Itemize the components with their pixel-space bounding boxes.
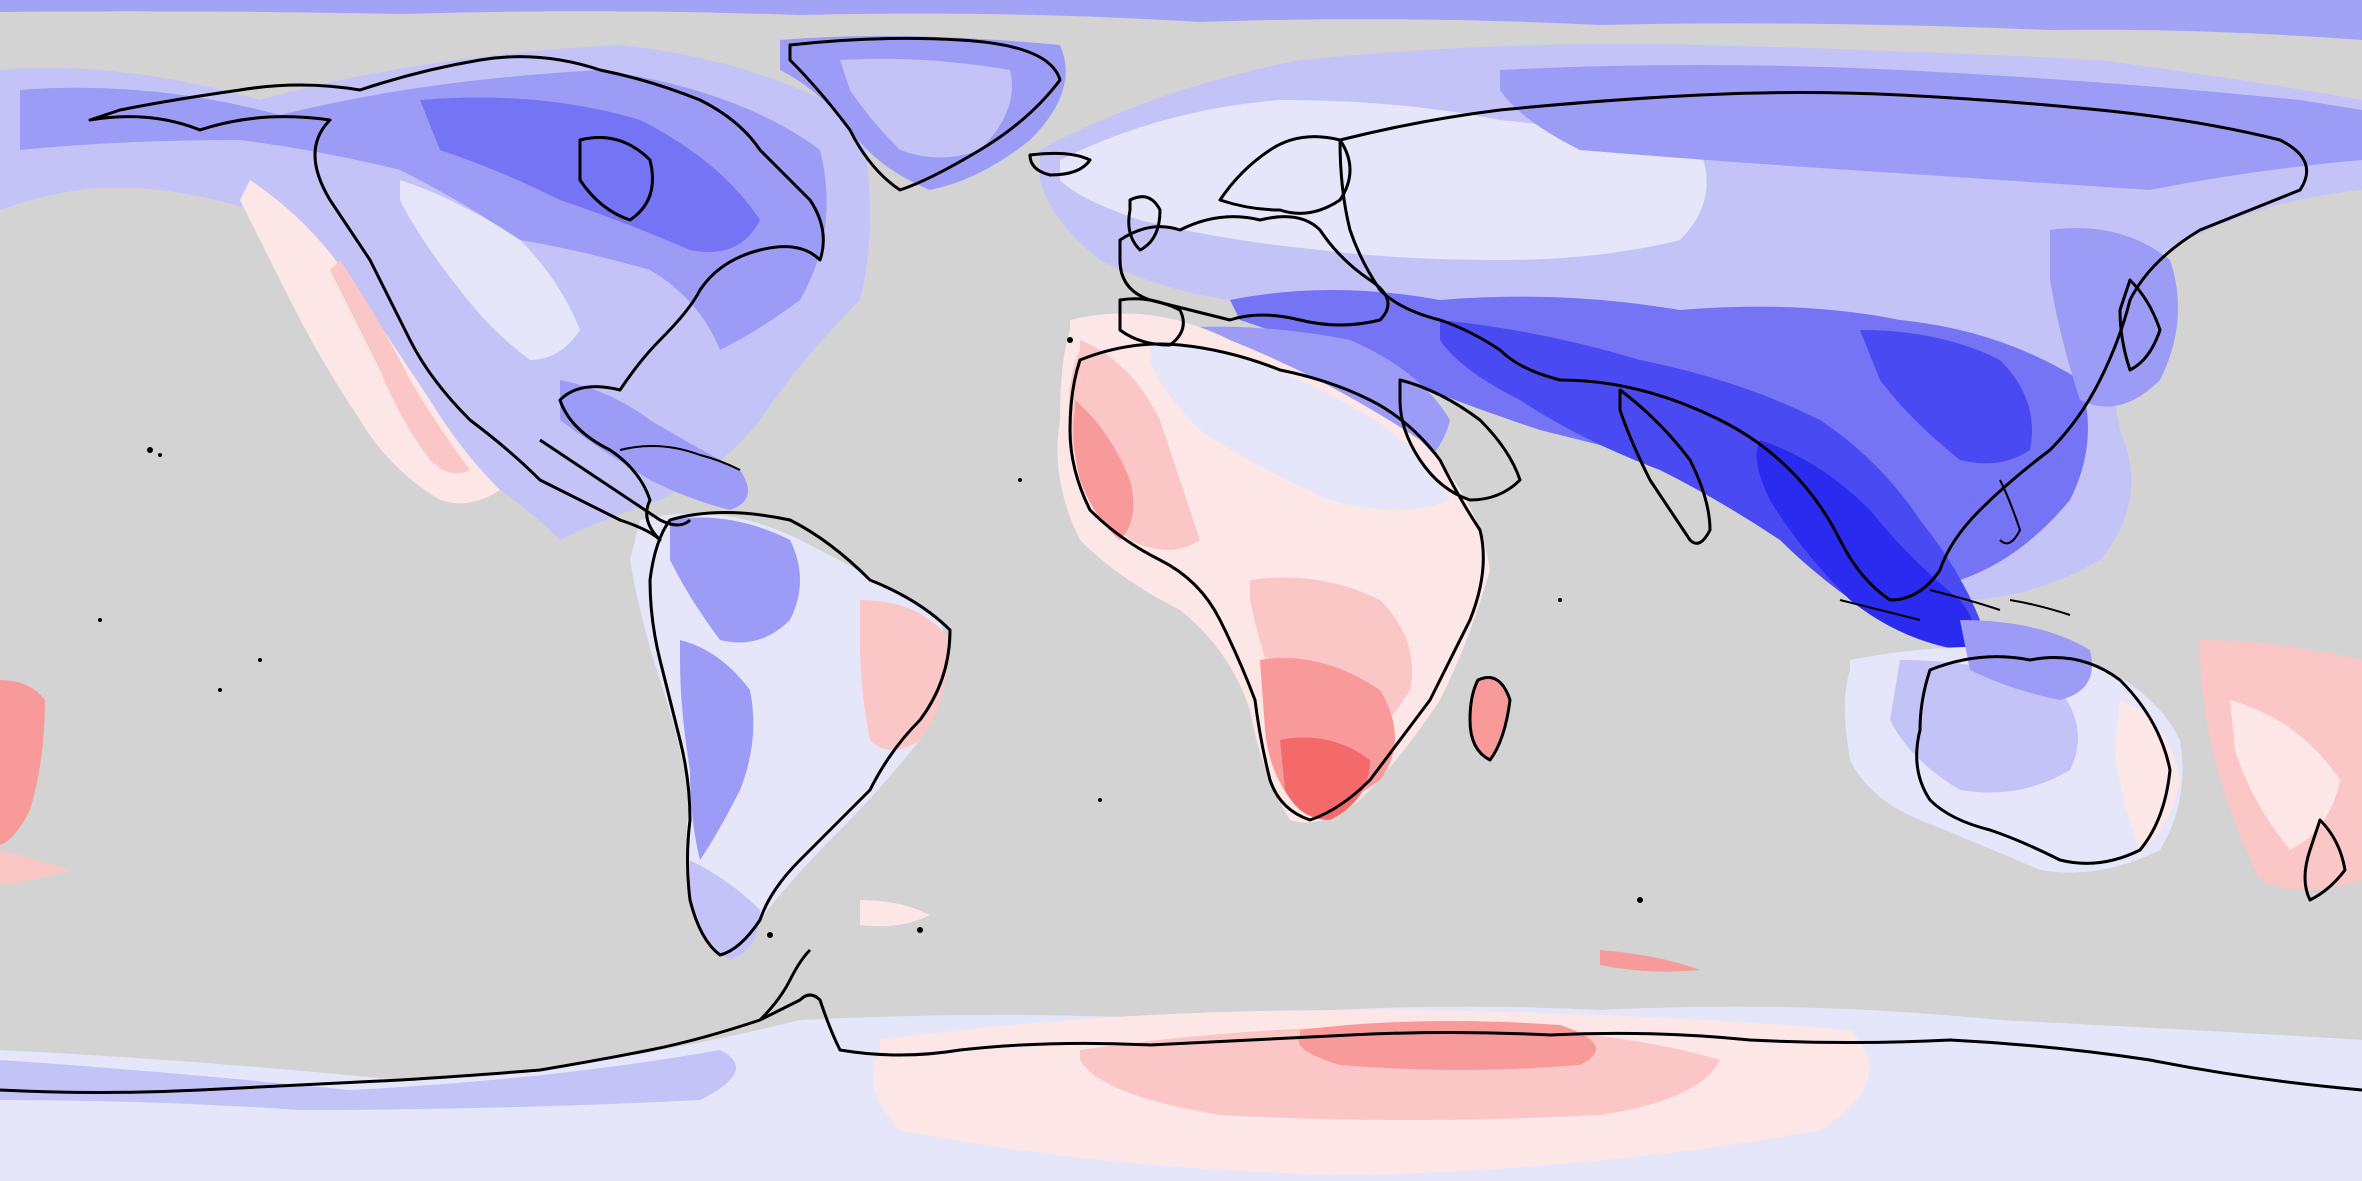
coastline-iberia [1118, 297, 1185, 347]
coastline-japan [2118, 278, 2162, 372]
island-indian-2 [1558, 598, 1562, 602]
region-china-deep [1860, 330, 2032, 464]
region-brazil-warm [860, 600, 950, 750]
coastline-south-america [648, 511, 952, 957]
coastline-new-zealand [2303, 818, 2347, 902]
island-south-georgia [917, 927, 923, 933]
region-amazon-cool [670, 517, 800, 643]
region-canada-core [420, 97, 760, 252]
region-antarctica-east-hot [1298, 1021, 1596, 1070]
coastline-cuba [619, 445, 741, 471]
island-pacific-1 [218, 688, 222, 692]
coastline-europe [1118, 215, 1390, 327]
region-arctic-band [0, 0, 2362, 40]
coastline-central-america [539, 438, 692, 527]
coastline-scandinavia [1218, 135, 1352, 215]
coastline-greenland [788, 36, 1062, 192]
coastline-india [1618, 388, 1712, 545]
coastlines [0, 36, 2362, 1094]
region-east-asia-cool [2050, 228, 2178, 407]
coastline-british-isles [1127, 195, 1162, 252]
region-greenland-inner [840, 58, 1012, 158]
island-indian-1 [1637, 897, 1643, 903]
region-sahel-cool [1150, 340, 1450, 510]
region-west-africa-hot [1073, 400, 1134, 540]
region-pacific-east-warm-inner [2230, 700, 2340, 850]
islands [98, 337, 1643, 938]
coastline-madagascar [1468, 676, 1512, 762]
region-patagonia-cool [690, 860, 760, 960]
region-andes-cool [680, 640, 754, 860]
coastline-africa [1068, 342, 1485, 822]
island-falklands [767, 932, 773, 938]
island-pacific-2 [258, 658, 262, 662]
coastline-north-america [88, 55, 825, 542]
island-pacific-3 [98, 618, 102, 622]
island-atlantic-2 [1018, 478, 1022, 482]
coastline-antarctica [0, 993, 2362, 1094]
island-hawaii [147, 447, 153, 453]
region-siberia-cool [1500, 65, 2362, 190]
island-atlantic-1 [1067, 337, 1073, 343]
coastline-philippines [1999, 479, 2022, 545]
region-us-west-warm2 [330, 260, 470, 474]
coastline-indonesia [1839, 589, 2071, 621]
coastline-asia [1338, 91, 2309, 602]
coastline-antarctic-peninsula [758, 948, 812, 1022]
coastline-australia [1915, 655, 2172, 865]
region-pacific-west-warm2 [0, 850, 70, 885]
island-atlantic-3 [1098, 798, 1102, 802]
island-hawaii-2 [158, 453, 162, 457]
region-southern-ocean-warm-patch [860, 900, 930, 927]
region-australia-east-warm [2115, 700, 2180, 850]
region-us-east-cool [400, 180, 580, 360]
coastline-iceland [1028, 151, 1092, 177]
region-pacific-west-warm [0, 680, 45, 845]
region-europe-light [1060, 100, 1707, 260]
region-gulf-cool [560, 380, 748, 510]
coastline-hudson-bay [578, 136, 654, 222]
region-southern-ocean-warm-patch2 [1600, 950, 1700, 972]
region-antarctica-west-cool [0, 1050, 736, 1110]
coastline-arabia [1398, 378, 1522, 502]
